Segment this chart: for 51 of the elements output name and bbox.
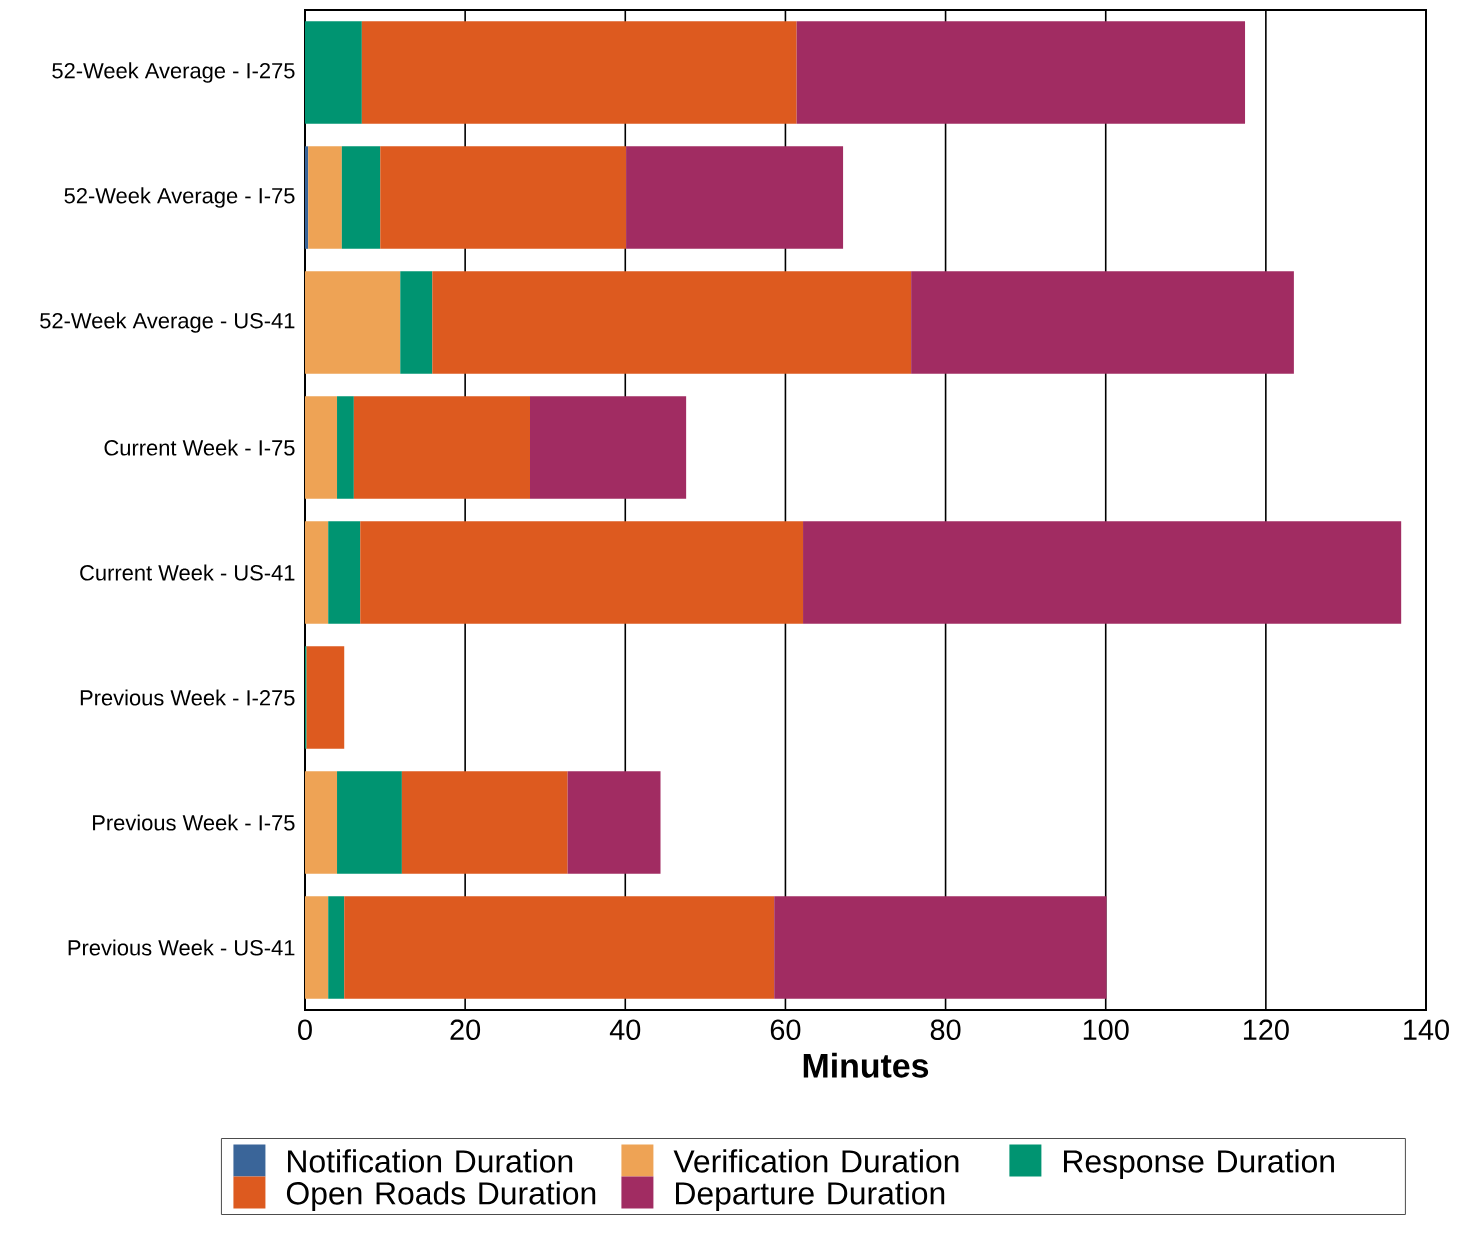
bar	[361, 21, 797, 124]
bar	[337, 396, 354, 499]
bar	[306, 646, 345, 749]
y-tick-label: Current Week - I-75	[104, 439, 295, 456]
y-tick-label: Previous Week - I-275	[80, 689, 295, 706]
bar	[530, 396, 687, 499]
bar	[305, 521, 329, 624]
bar	[401, 771, 568, 874]
bar	[305, 271, 401, 374]
bar	[360, 521, 804, 624]
y-tick-label: 52-Week Average - US-41	[40, 312, 295, 333]
x-tick-label: 20	[450, 1019, 481, 1040]
y-tick-label: Previous Week - I-75	[93, 814, 295, 831]
legend-label: Verification Duration	[673, 1149, 959, 1173]
bar	[567, 771, 661, 874]
x-tick-label: 0	[298, 1019, 312, 1040]
y-tick-label: 52-Week Average - I-75	[64, 187, 295, 208]
legend-label: Open Roads Duration	[286, 1181, 596, 1211]
x-tick-label: 100	[1083, 1019, 1129, 1040]
x-axis-title: Minutes	[803, 1052, 929, 1078]
bar	[400, 271, 433, 374]
x-tick-label: 140	[1404, 1019, 1449, 1040]
y-tick-label: 52-Week Average - I-275	[52, 62, 295, 83]
y-tick-label: Previous Week - US-41	[68, 939, 295, 956]
x-tick-label: 120	[1243, 1019, 1289, 1040]
legend-label: Notification Duration	[288, 1149, 573, 1173]
legend-label: Response Duration	[1063, 1149, 1334, 1179]
bar	[432, 271, 912, 374]
bar	[803, 521, 1402, 624]
bar	[774, 896, 1107, 999]
bar	[305, 396, 338, 499]
bar	[344, 896, 775, 999]
x-tick-label: 80	[930, 1019, 961, 1040]
bar	[626, 146, 844, 249]
legend-label: Departure Duration	[676, 1181, 945, 1211]
x-tick-label: 40	[609, 1019, 641, 1040]
y-tick-label: Current Week - US-41	[80, 564, 295, 581]
bar	[305, 896, 329, 999]
bar	[353, 396, 530, 499]
bar	[305, 21, 362, 124]
bar	[328, 896, 345, 999]
bar	[305, 771, 338, 874]
bar	[308, 146, 342, 249]
bar	[341, 146, 381, 249]
bar	[911, 271, 1294, 374]
bar	[328, 521, 361, 624]
bar	[337, 771, 402, 874]
x-tick-label: 60	[770, 1019, 801, 1040]
bar	[305, 146, 309, 249]
bar	[796, 21, 1246, 124]
bar	[380, 146, 627, 249]
